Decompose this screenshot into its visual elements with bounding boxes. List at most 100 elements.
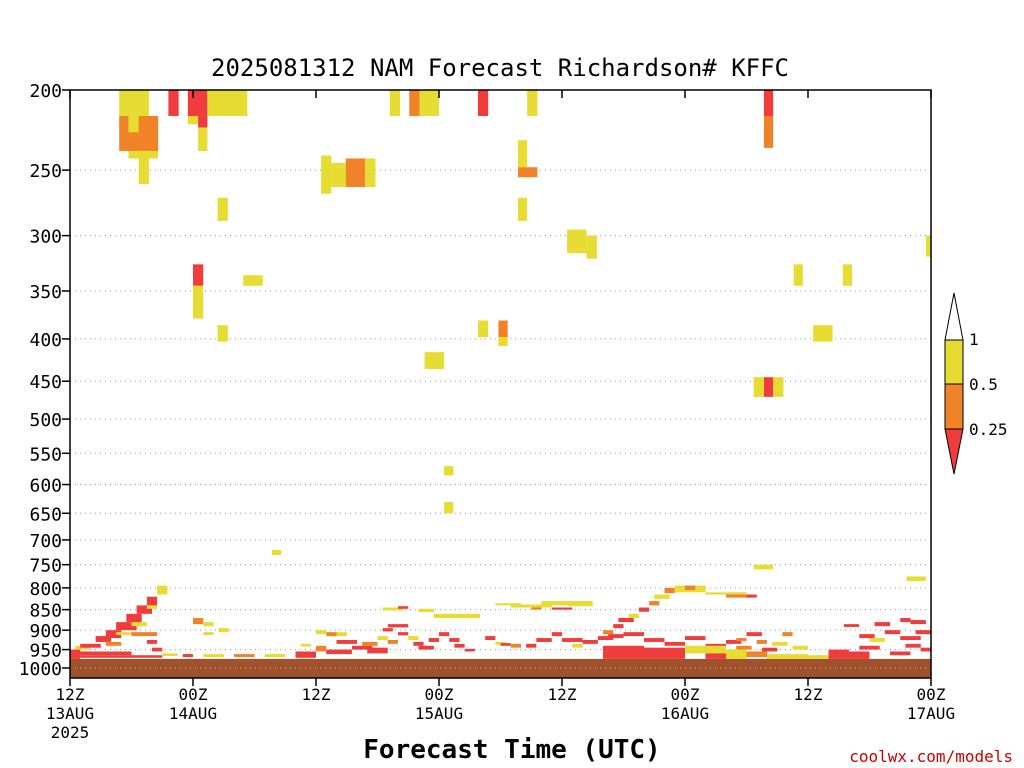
ri-cell-168 xyxy=(874,622,890,627)
ri-cell-113 xyxy=(572,643,583,648)
ri-cell-64 xyxy=(131,632,158,637)
ri-cell-14 xyxy=(243,275,263,286)
ri-cell-102 xyxy=(418,608,434,613)
legend-label-0.25: 0.25 xyxy=(969,420,1008,439)
ri-cell-35 xyxy=(567,229,587,254)
ri-cell-143 xyxy=(736,638,747,642)
ri-cell-167 xyxy=(920,647,931,652)
ri-cell-28 xyxy=(517,197,528,221)
ri-cell-139 xyxy=(685,636,706,641)
ri-cell-53 xyxy=(116,622,137,631)
ri-cell-108 xyxy=(510,643,521,648)
ri-cell-133 xyxy=(551,607,573,610)
ri-cell-157 xyxy=(808,655,829,659)
ri-cell-77 xyxy=(316,645,327,652)
x-tick-label-72-1: 12Z xyxy=(794,685,823,704)
ri-cell-125 xyxy=(685,585,696,591)
x-axis-label: Forecast Time (UTC) xyxy=(363,735,660,765)
y-tick-label-450: 450 xyxy=(29,372,62,393)
ri-cell-95 xyxy=(428,638,439,642)
ri-cell-54 xyxy=(126,613,142,623)
ri-cell-98 xyxy=(454,643,465,648)
ri-cell-51 xyxy=(95,636,111,642)
ri-cell-66 xyxy=(152,647,163,652)
ri-cell-156 xyxy=(767,654,808,659)
ri-cell-81 xyxy=(300,643,311,647)
ri-cell-17 xyxy=(331,162,346,187)
ri-cell-85 xyxy=(362,641,378,646)
ri-cell-131 xyxy=(541,601,568,606)
y-tick-label-750: 750 xyxy=(29,556,62,577)
ri-cell-2 xyxy=(128,115,139,133)
ri-cell-146 xyxy=(761,647,778,652)
x-tick-label-12-2: 14AUG xyxy=(169,704,217,723)
ri-cell-165 xyxy=(905,643,921,648)
ri-cell-101 xyxy=(398,606,409,609)
ri-cell-122 xyxy=(654,594,670,599)
ri-cell-89 xyxy=(387,624,409,628)
x-tick-label-84-1: 00Z xyxy=(917,685,946,704)
ri-cell-94 xyxy=(418,645,434,650)
x-tick-label-0-2: 13AUG xyxy=(46,704,94,723)
ri-cell-55 xyxy=(136,605,152,614)
ri-cell-11 xyxy=(217,197,228,221)
ri-cell-20 xyxy=(271,550,282,555)
ri-cell-117 xyxy=(613,624,624,629)
ri-cell-52 xyxy=(105,630,122,639)
legend-swatch-05-1 xyxy=(944,339,964,385)
ri-cell-150 xyxy=(603,645,644,659)
ri-cell-57 xyxy=(157,585,168,595)
ri-cell-137 xyxy=(644,638,665,642)
ri-cell-147 xyxy=(772,641,788,646)
ri-cell-87 xyxy=(377,636,388,641)
ri-cell-63 xyxy=(80,655,163,658)
ri-cell-115 xyxy=(597,636,614,641)
ri-cell-83 xyxy=(336,640,357,644)
ri-cell-7 xyxy=(207,90,248,116)
ri-cell-135 xyxy=(608,634,624,639)
ri-cell-170 xyxy=(910,620,926,625)
ri-cell-164 xyxy=(915,630,931,635)
ri-cell-43 xyxy=(763,377,774,397)
ri-cell-132 xyxy=(531,607,542,610)
ri-cell-22 xyxy=(409,90,420,116)
ri-cell-50 xyxy=(80,643,101,648)
ri-cell-90 xyxy=(387,640,398,644)
ri-cell-59 xyxy=(131,622,147,627)
ri-cell-114 xyxy=(582,640,598,644)
ri-cell-19 xyxy=(365,158,376,187)
ri-cell-163 xyxy=(900,636,921,641)
chart-title: 2025081312 NAM Forecast Richardson# KFFC xyxy=(211,54,789,82)
legend-swatch-gt1 xyxy=(944,292,964,341)
y-tick-label-500: 500 xyxy=(29,410,62,431)
ri-cell-123 xyxy=(664,587,675,594)
ri-cell-129 xyxy=(495,603,521,606)
ri-cell-91 xyxy=(398,632,409,636)
ri-cell-142 xyxy=(736,645,752,650)
credit-text: coolwx.com/models xyxy=(849,747,1013,766)
ri-cell-152 xyxy=(685,645,726,654)
ri-cell-119 xyxy=(628,613,639,618)
ri-cell-159 xyxy=(849,651,870,659)
ri-cell-44 xyxy=(773,377,784,397)
y-tick-label-300: 300 xyxy=(29,227,62,248)
ri-cell-4 xyxy=(138,158,149,185)
y-tick-label-350: 350 xyxy=(29,282,62,303)
ri-cell-34 xyxy=(444,502,454,514)
ri-cell-23 xyxy=(419,90,439,116)
x-tick-label-60-2: 16AUG xyxy=(661,704,709,723)
ri-cell-25 xyxy=(527,90,538,116)
ri-cell-145 xyxy=(756,640,767,644)
ri-cell-141 xyxy=(726,640,742,644)
y-tick-label-950: 950 xyxy=(29,641,62,662)
ri-cell-65 xyxy=(146,640,158,644)
ri-cell-16 xyxy=(321,155,332,194)
y-tick-label-800: 800 xyxy=(29,579,62,600)
ri-cell-40 xyxy=(842,264,853,286)
ri-cell-26 xyxy=(517,140,528,168)
ri-cell-116 xyxy=(603,630,614,635)
ri-cell-86 xyxy=(367,647,388,654)
ri-cell-73 xyxy=(203,654,224,658)
ri-cell-82 xyxy=(326,649,352,655)
